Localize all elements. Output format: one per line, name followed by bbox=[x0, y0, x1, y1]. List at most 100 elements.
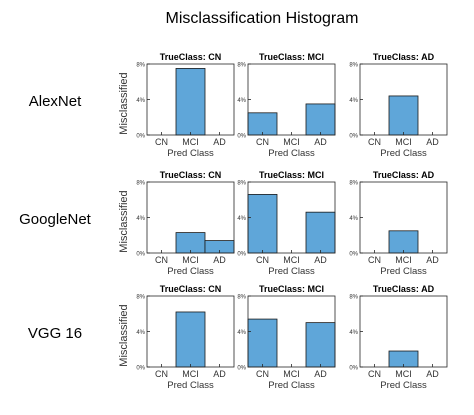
y-tick-label: 0% bbox=[349, 366, 358, 372]
x-tick-label: MCI bbox=[283, 137, 300, 147]
x-tick-label: CN bbox=[155, 369, 168, 379]
x-tick-label: AD bbox=[426, 369, 439, 379]
y-tick-label: 4% bbox=[237, 98, 246, 104]
x-tick-label: MCI bbox=[182, 369, 199, 379]
x-tick-label: AD bbox=[426, 137, 439, 147]
x-tick-label: MCI bbox=[283, 255, 300, 265]
panel-title: TrueClass: CN bbox=[160, 52, 222, 62]
bar-ad bbox=[305, 103, 336, 136]
y-tick-label: 0% bbox=[349, 134, 358, 140]
x-axis-label: Pred Class bbox=[268, 148, 315, 159]
x-axis-label: Pred Class bbox=[380, 266, 427, 277]
y-tick-label: 8% bbox=[349, 295, 358, 301]
x-tick-label: MCI bbox=[283, 369, 300, 379]
panel-title: TrueClass: MCI bbox=[259, 284, 324, 294]
y-tick-label: 8% bbox=[237, 295, 246, 301]
bar-mci bbox=[175, 311, 206, 368]
x-tick-label: AD bbox=[213, 137, 226, 147]
y-tick-label: 8% bbox=[237, 181, 246, 187]
bar-ad bbox=[305, 322, 336, 368]
y-tick-label: 4% bbox=[237, 330, 246, 336]
y-tick-label: 4% bbox=[136, 330, 145, 336]
x-axis-label: Pred Class bbox=[167, 266, 214, 277]
y-tick-label: 4% bbox=[237, 216, 246, 222]
panel-title: TrueClass: AD bbox=[373, 170, 435, 180]
x-axis-label: Pred Class bbox=[268, 380, 315, 391]
x-tick-label: AD bbox=[314, 137, 327, 147]
row-label-1: GoogleNet bbox=[19, 211, 92, 228]
y-tick-label: 4% bbox=[349, 330, 358, 336]
x-tick-label: AD bbox=[314, 369, 327, 379]
x-tick-label: CN bbox=[368, 255, 381, 265]
x-tick-label: MCI bbox=[182, 137, 199, 147]
panel-title: TrueClass: CN bbox=[160, 284, 222, 294]
bar-cn bbox=[247, 318, 278, 368]
x-tick-label: CN bbox=[256, 137, 269, 147]
y-axis-label: Misclassified bbox=[118, 72, 130, 134]
x-tick-label: AD bbox=[213, 255, 226, 265]
y-tick-label: 8% bbox=[237, 63, 246, 69]
x-tick-label: CN bbox=[368, 137, 381, 147]
x-tick-label: CN bbox=[155, 255, 168, 265]
y-axis-label: Misclassified bbox=[118, 304, 130, 366]
x-tick-label: CN bbox=[256, 369, 269, 379]
bar-cn bbox=[247, 194, 278, 254]
x-axis-label: Pred Class bbox=[380, 380, 427, 391]
panel-title: TrueClass: MCI bbox=[259, 170, 324, 180]
x-tick-label: MCI bbox=[182, 255, 199, 265]
y-tick-label: 4% bbox=[349, 216, 358, 222]
y-tick-label: 8% bbox=[136, 63, 145, 69]
y-tick-label: 8% bbox=[349, 181, 358, 187]
x-axis-label: Pred Class bbox=[167, 380, 214, 391]
y-tick-label: 0% bbox=[349, 252, 358, 258]
x-tick-label: CN bbox=[155, 137, 168, 147]
y-tick-label: 4% bbox=[136, 216, 145, 222]
row-label-2: VGG 16 bbox=[28, 325, 82, 342]
x-tick-label: AD bbox=[213, 369, 226, 379]
y-tick-label: 0% bbox=[136, 366, 145, 372]
row-label-0: AlexNet bbox=[29, 93, 82, 110]
x-tick-label: MCI bbox=[395, 137, 412, 147]
x-tick-label: MCI bbox=[395, 255, 412, 265]
x-tick-label: MCI bbox=[395, 369, 412, 379]
figure-title: Misclassification Histogram bbox=[166, 10, 359, 27]
x-tick-label: CN bbox=[368, 369, 381, 379]
bar-cn bbox=[247, 112, 278, 136]
x-tick-label: AD bbox=[426, 255, 439, 265]
panel-title: TrueClass: AD bbox=[373, 284, 435, 294]
x-axis-label: Pred Class bbox=[380, 148, 427, 159]
bar-mci bbox=[175, 232, 206, 254]
y-tick-label: 8% bbox=[136, 295, 145, 301]
panel-title: TrueClass: MCI bbox=[259, 52, 324, 62]
panel-title: TrueClass: AD bbox=[373, 52, 435, 62]
x-axis-label: Pred Class bbox=[167, 148, 214, 159]
y-tick-label: 8% bbox=[349, 63, 358, 69]
y-axis-label: Misclassified bbox=[118, 190, 130, 252]
row-labels: AlexNet GoogleNet VGG 16 bbox=[19, 93, 92, 342]
bar-ad bbox=[305, 211, 336, 254]
y-tick-label: 4% bbox=[136, 98, 145, 104]
y-tick-label: 8% bbox=[136, 181, 145, 187]
bar-mci bbox=[388, 230, 419, 254]
y-tick-label: 0% bbox=[136, 134, 145, 140]
y-tick-label: 0% bbox=[136, 252, 145, 258]
y-tick-label: 4% bbox=[349, 98, 358, 104]
y-tick-label: 0% bbox=[237, 366, 246, 372]
y-tick-label: 0% bbox=[237, 134, 246, 140]
bar-mci bbox=[175, 68, 206, 136]
x-tick-label: CN bbox=[256, 255, 269, 265]
x-tick-label: AD bbox=[314, 255, 327, 265]
x-axis-label: Pred Class bbox=[268, 266, 315, 277]
y-tick-label: 0% bbox=[237, 252, 246, 258]
bar-mci bbox=[388, 95, 419, 136]
